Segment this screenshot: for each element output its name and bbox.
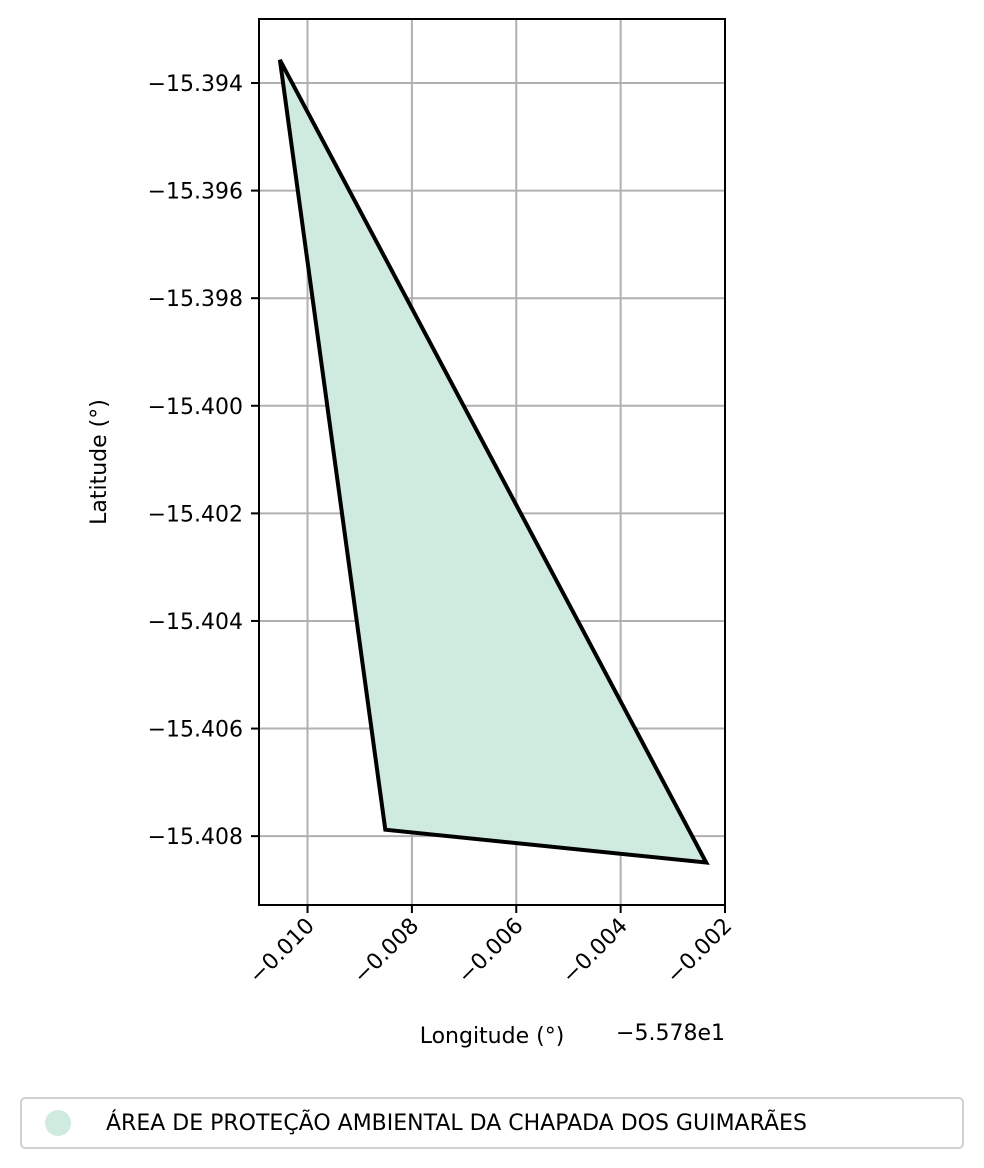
y-tick-label: −15.398 — [148, 287, 243, 312]
y-tick-label: −15.402 — [148, 502, 243, 527]
x-tick-label: −0.010 — [245, 914, 320, 989]
x-tick-label: −0.002 — [662, 914, 737, 989]
map-figure: −0.010 −0.008 −0.006 −0.004 −0.002 −15.394−1… — [87, 18, 737, 1049]
y-axis-label: Latitude (°) — [87, 399, 112, 525]
x-axis-label: Longitude (°) — [420, 1024, 565, 1049]
y-tick-label: −15.394 — [148, 72, 243, 97]
axes-frame — [258, 18, 726, 906]
y-tick-label: −15.408 — [148, 825, 243, 850]
protected-area-polygon — [277, 58, 710, 865]
x-tick-label: −0.006 — [453, 914, 528, 989]
legend-entry-label: ÁREA DE PROTEÇÃO AMBIENTAL DA CHAPADA DO… — [106, 1110, 807, 1136]
x-axis-ticks: −0.010 −0.008 −0.006 −0.004 −0.002 — [245, 905, 737, 989]
legend-marker-icon — [45, 1110, 71, 1136]
y-tick-label: −15.400 — [148, 395, 243, 420]
y-tick-label: −15.396 — [148, 180, 243, 205]
y-tick-label: −15.404 — [148, 610, 243, 635]
y-axis-ticks: −15.394 −15.396 −15.398 −15.400 −15.402 −15.4… — [148, 72, 259, 850]
x-axis-offset-label: −5.578e1 — [616, 1021, 725, 1046]
y-tick-label: −15.406 — [148, 718, 243, 743]
legend: ÁREA DE PROTEÇÃO AMBIENTAL DA CHAPADA DO… — [20, 1097, 964, 1149]
x-tick-label: −0.008 — [349, 914, 424, 989]
x-tick-label: −0.004 — [558, 914, 633, 989]
